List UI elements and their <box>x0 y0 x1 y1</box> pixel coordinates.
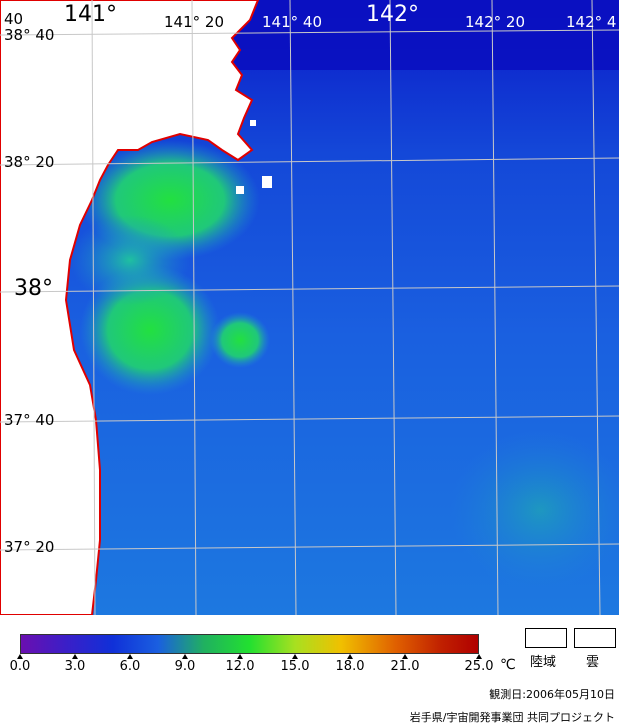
lon-label: 40 <box>4 10 24 28</box>
sea-surface-temperature-map <box>0 0 619 615</box>
mild-water-region <box>450 430 619 590</box>
scale-tick-label: 18.0 <box>335 659 365 674</box>
graticule <box>0 0 619 615</box>
lon-label: 141° 40 <box>262 13 322 31</box>
scale-tick-mark <box>17 654 23 659</box>
temperature-color-scale <box>20 634 479 654</box>
lat-label: 38° 40 <box>4 26 55 44</box>
land-area <box>0 0 260 615</box>
warm-water-region <box>210 312 270 368</box>
lat-label: 38° <box>14 276 53 301</box>
scale-tick-mark <box>476 654 482 659</box>
scale-tick-mark <box>72 654 78 659</box>
lat-label: 37° 40 <box>4 411 55 429</box>
scale-tick-label: 12.0 <box>225 659 255 674</box>
scale-tick-mark <box>237 654 243 659</box>
lon-label: 141° 20 <box>164 13 224 31</box>
scale-tick-mark <box>402 654 408 659</box>
lon-label: 142° 20 <box>465 13 525 31</box>
scale-tick-label: 6.0 <box>119 659 141 674</box>
scale-tick-label: 0.0 <box>9 659 31 674</box>
cloud-legend-swatch <box>574 628 616 648</box>
unit-label: ℃ <box>500 657 516 673</box>
cold-water-band <box>230 0 619 70</box>
cloud-patch <box>262 176 272 188</box>
cloud-patch <box>236 186 244 194</box>
observation-date: 観測日:2006年05月10日 <box>489 688 615 701</box>
scale-tick-mark <box>347 654 353 659</box>
scale-tick-mark <box>292 654 298 659</box>
scale-tick-label: 15.0 <box>280 659 310 674</box>
credit-line: 岩手県/宇宙開発事業団 共同プロジェクト <box>409 711 615 724</box>
scale-tick-label: 25.0 <box>464 659 494 674</box>
scale-tick-label: 9.0 <box>174 659 196 674</box>
lat-label: 37° 20 <box>4 538 55 556</box>
warm-water-region <box>70 215 190 305</box>
land-legend-label: 陸域 <box>530 655 557 670</box>
land-legend-swatch <box>525 628 567 648</box>
cloud-patch <box>250 120 256 126</box>
scale-tick-mark <box>127 654 133 659</box>
lat-label: 38° 20 <box>4 153 55 171</box>
scale-tick-label: 21.0 <box>390 659 420 674</box>
cloud-legend-label: 雲 <box>586 655 600 670</box>
lon-label: 142° <box>366 2 419 27</box>
scale-tick-label: 3.0 <box>64 659 86 674</box>
lon-label: 141° <box>64 2 117 27</box>
lon-label: 142° 4 <box>566 13 617 31</box>
scale-tick-mark <box>182 654 188 659</box>
